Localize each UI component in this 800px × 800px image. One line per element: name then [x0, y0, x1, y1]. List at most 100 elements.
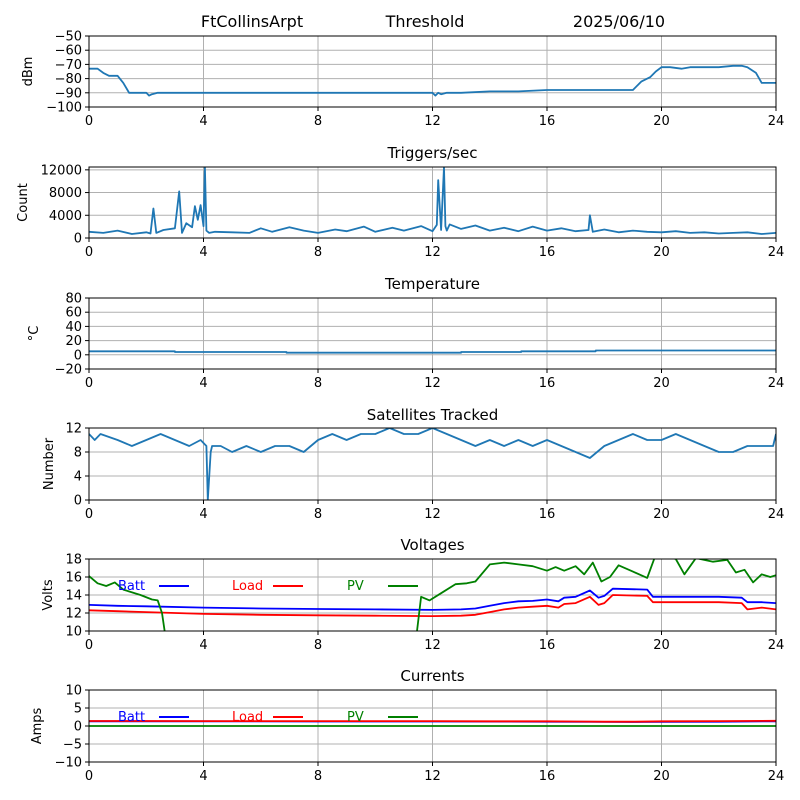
x-tick-label: 16 — [539, 507, 556, 522]
y-tick-label: −20 — [55, 363, 82, 378]
x-tick-label: 8 — [314, 638, 322, 653]
legend-label: Load — [232, 710, 263, 725]
y-tick-label: −100 — [46, 101, 82, 116]
x-tick-label: 24 — [768, 376, 785, 391]
y-tick-label: 12000 — [41, 163, 82, 178]
x-tick-label: 0 — [85, 769, 93, 784]
series-line — [89, 428, 776, 500]
y-tick-label: −5 — [63, 738, 82, 753]
y-tick-label: 18 — [65, 553, 82, 568]
chart-title: Voltages — [400, 536, 464, 554]
y-tick-label: 16 — [65, 571, 82, 586]
y-tick-label: −70 — [55, 58, 82, 73]
x-tick-label: 24 — [768, 769, 785, 784]
legend-label: Load — [232, 579, 263, 594]
y-tick-label: 14 — [65, 589, 82, 604]
y-tick-label: −50 — [55, 30, 82, 45]
legend-label: PV — [347, 579, 364, 594]
x-tick-label: 12 — [424, 376, 441, 391]
legend-label: PV — [347, 710, 364, 725]
legend-label: Batt — [118, 710, 145, 725]
series-line — [89, 64, 776, 97]
x-tick-label: 16 — [539, 769, 556, 784]
x-tick-label: 4 — [199, 769, 207, 784]
x-tick-label: 12 — [424, 245, 441, 260]
series-line — [89, 349, 776, 354]
x-tick-label: 0 — [85, 507, 93, 522]
x-tick-label: 20 — [653, 507, 670, 522]
x-tick-label: 12 — [424, 507, 441, 522]
x-tick-label: 8 — [314, 114, 322, 129]
series-line — [89, 167, 776, 235]
series-line-load — [89, 594, 776, 617]
y-tick-label: 10 — [65, 684, 82, 699]
y-tick-label: 4000 — [49, 209, 82, 224]
y-axis-label: Amps — [30, 707, 45, 744]
x-tick-label: 4 — [199, 507, 207, 522]
series-line-load — [89, 719, 776, 723]
y-axis-label: °C — [27, 326, 42, 342]
x-tick-label: 8 — [314, 376, 322, 391]
x-tick-label: 0 — [85, 376, 93, 391]
x-tick-label: 24 — [768, 114, 785, 129]
x-tick-label: 16 — [539, 638, 556, 653]
x-tick-label: 16 — [539, 245, 556, 260]
y-tick-label: 0 — [74, 720, 82, 735]
x-tick-label: 8 — [314, 507, 322, 522]
y-tick-label: 40 — [65, 320, 82, 335]
x-tick-label: 20 — [653, 769, 670, 784]
y-axis-label: Number — [42, 437, 57, 490]
x-tick-label: 24 — [768, 245, 785, 260]
y-tick-label: −80 — [55, 72, 82, 87]
x-tick-label: 0 — [85, 114, 93, 129]
x-tick-label: 12 — [424, 638, 441, 653]
x-tick-label: 20 — [653, 638, 670, 653]
y-tick-label: 5 — [74, 702, 82, 717]
x-tick-label: 24 — [768, 507, 785, 522]
y-tick-label: −60 — [55, 44, 82, 59]
y-tick-label: 8000 — [49, 186, 82, 201]
mode-title: Threshold — [385, 12, 465, 31]
y-axis-label: Volts — [41, 579, 56, 611]
x-tick-label: 20 — [653, 114, 670, 129]
x-tick-label: 0 — [85, 245, 93, 260]
x-tick-label: 12 — [424, 114, 441, 129]
chart-title: Satellites Tracked — [367, 406, 498, 424]
x-tick-label: 16 — [539, 376, 556, 391]
chart-title: Triggers/sec — [387, 144, 478, 162]
y-tick-label: 0 — [74, 348, 82, 363]
y-axis-label: dBm — [21, 57, 36, 87]
x-tick-label: 8 — [314, 769, 322, 784]
chart-title: Temperature — [384, 275, 480, 293]
y-tick-label: 12 — [65, 607, 82, 622]
y-tick-label: −10 — [55, 756, 82, 771]
y-tick-label: −90 — [55, 86, 82, 101]
y-tick-label: 10 — [65, 625, 82, 640]
legend-label: Batt — [118, 579, 145, 594]
date-title: 2025/06/10 — [573, 12, 665, 31]
x-tick-label: 16 — [539, 114, 556, 129]
x-tick-label: 4 — [199, 245, 207, 260]
x-tick-label: 24 — [768, 638, 785, 653]
y-tick-label: 8 — [74, 446, 82, 461]
station-title: FtCollinsArpt — [201, 12, 303, 31]
series-line-pv — [89, 559, 776, 631]
y-tick-label: 60 — [65, 306, 82, 321]
x-tick-label: 4 — [199, 638, 207, 653]
y-tick-label: 12 — [65, 422, 82, 437]
x-tick-label: 4 — [199, 376, 207, 391]
series-line-batt — [89, 587, 776, 611]
x-tick-label: 8 — [314, 245, 322, 260]
y-tick-label: 4 — [74, 470, 82, 485]
x-tick-label: 20 — [653, 245, 670, 260]
y-tick-label: 0 — [74, 494, 82, 509]
y-axis-label: Count — [16, 183, 31, 222]
x-tick-label: 4 — [199, 114, 207, 129]
chart-title: Currents — [400, 667, 464, 685]
y-tick-label: 20 — [65, 334, 82, 349]
x-tick-label: 12 — [424, 769, 441, 784]
y-tick-label: 80 — [65, 292, 82, 307]
x-tick-label: 20 — [653, 376, 670, 391]
x-tick-label: 0 — [85, 638, 93, 653]
